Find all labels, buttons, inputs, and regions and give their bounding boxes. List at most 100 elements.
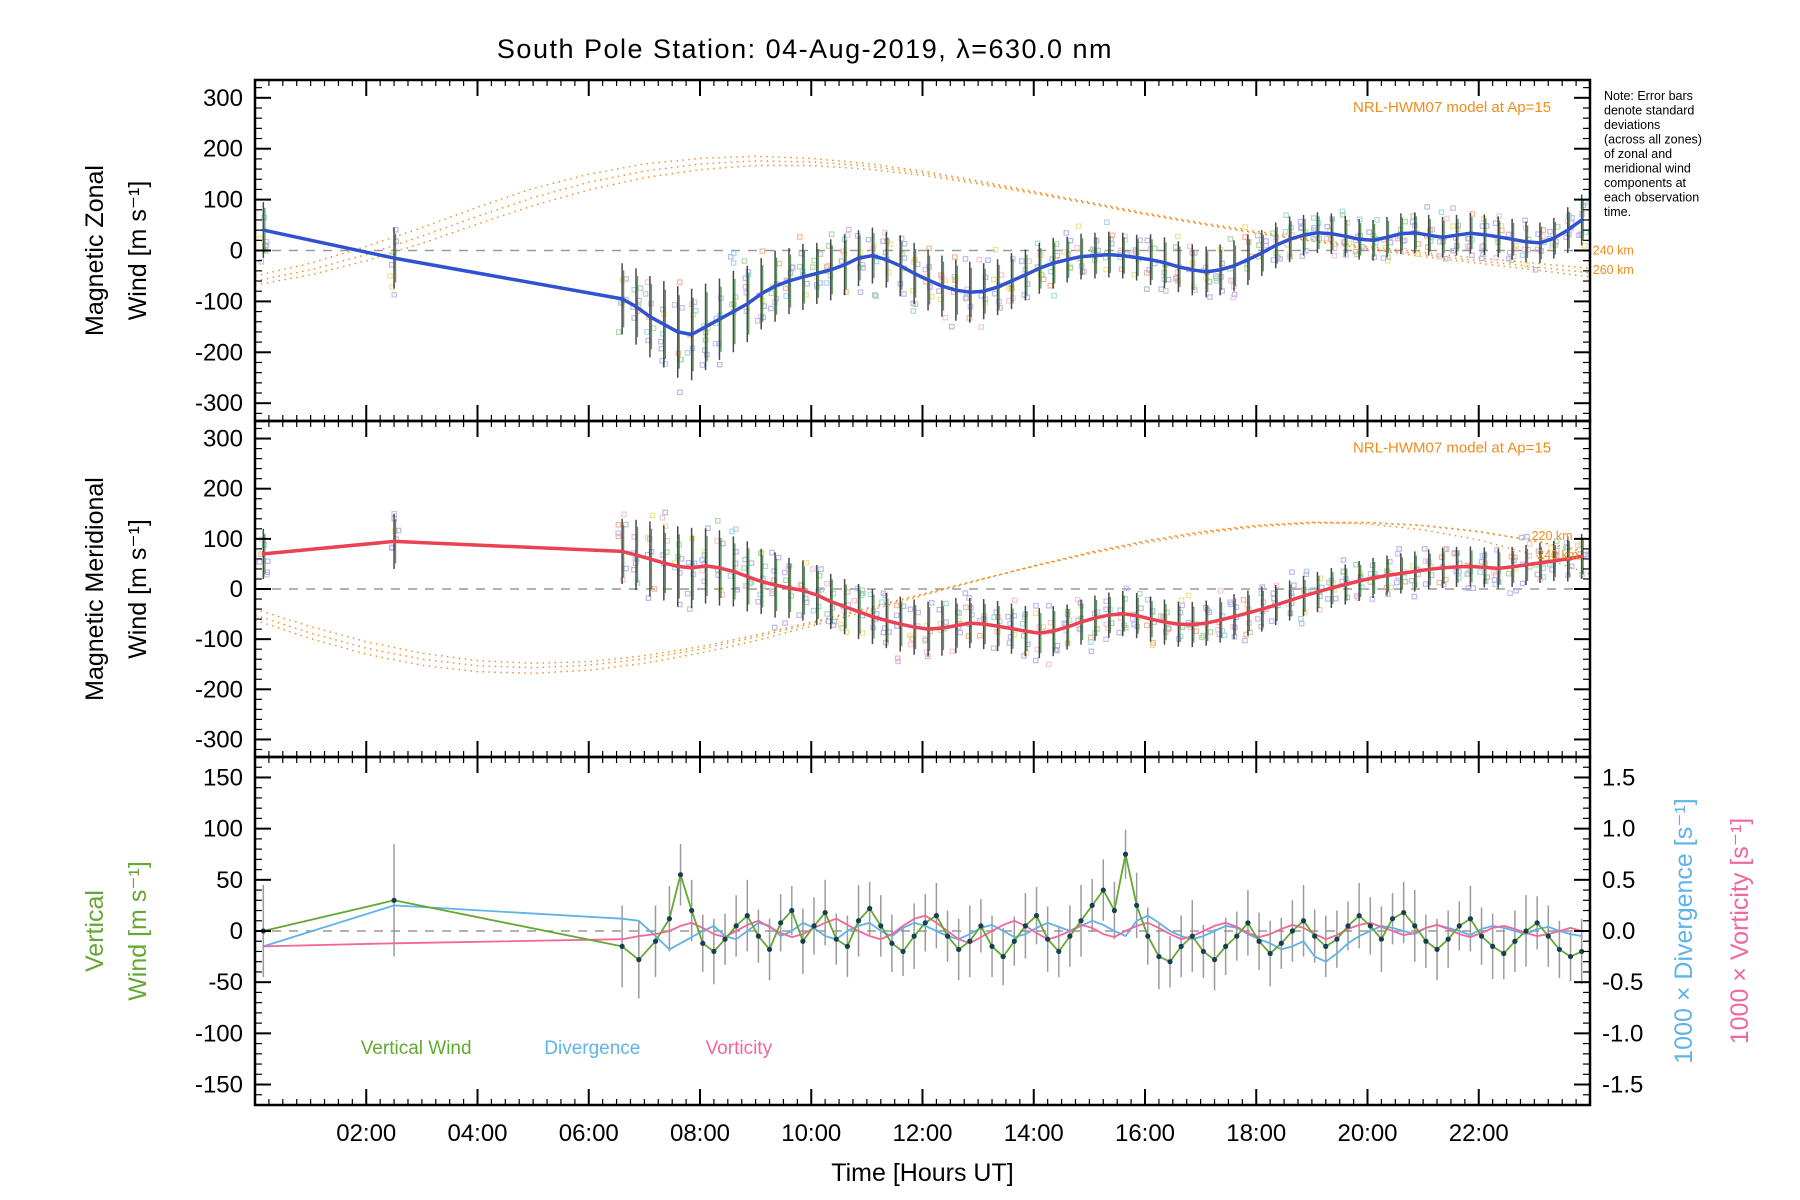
vertical-wind-marker (744, 913, 750, 919)
vertical-wind-marker (1512, 938, 1518, 944)
vertical-wind-marker (619, 943, 625, 949)
vertical-wind-marker (1579, 948, 1585, 955)
y-tick-label: -300 (195, 726, 243, 753)
x-tick-label: 10:00 (781, 1120, 841, 1147)
y-tick-label: 300 (203, 426, 243, 453)
y-tick-label: 50 (216, 867, 243, 894)
y-tick-label: 200 (203, 476, 243, 503)
note-text: (across all zones) (1604, 133, 1702, 147)
vertical-wind-marker (666, 916, 673, 922)
vertical-wind-marker (1122, 851, 1129, 857)
model-curve-240-km (255, 521, 1590, 669)
vertical-wind-marker (391, 897, 397, 903)
y-tick-label: 300 (203, 85, 243, 112)
vertical-wind-marker (766, 946, 773, 953)
vertical-wind-marker (811, 923, 817, 929)
vertical-wind-marker (1556, 946, 1563, 953)
vertical-wind-marker (989, 943, 995, 949)
vertical-wind-marker (1167, 959, 1173, 965)
vertical-wind-marker (1401, 909, 1407, 916)
right-tick-label: -1.5 (1602, 1072, 1643, 1099)
model-annotation: 220 km (1532, 529, 1573, 543)
vertical-wind-marker (1545, 933, 1551, 939)
right-tick-label: -1.0 (1602, 1020, 1643, 1047)
y-tick-label: -150 (195, 1072, 243, 1099)
vertical-wind-marker (1033, 913, 1040, 919)
y-tick-label: 150 (203, 764, 243, 791)
x-tick-label: 08:00 (670, 1120, 730, 1147)
zonal-wind-line (261, 218, 1584, 337)
vertical-wind-marker (1022, 923, 1029, 929)
vertical-wind-marker (1300, 918, 1307, 924)
x-tick-label: 02:00 (336, 1120, 396, 1147)
y-tick-label: 100 (203, 816, 243, 843)
vertical-wind-marker (733, 923, 739, 929)
zonal-wind-error-bars (262, 194, 1584, 381)
note-text: deviations (1604, 118, 1660, 132)
y-tick-label: 100 (203, 187, 243, 214)
legend-vertical-wind: Vertical Wind (361, 1038, 472, 1059)
vertical-wind-marker (700, 940, 706, 946)
vertical-wind-marker (1178, 943, 1184, 949)
model-curve-260-km (255, 164, 1590, 286)
panel-magnetic-meridional-wind: NRL-HWM07 model at Ap=15 220 km 240 km -300… (81, 419, 1592, 759)
vertical-wind-marker (689, 907, 695, 914)
vertical-wind-marker (878, 923, 884, 929)
y-tick-label: -100 (195, 1020, 243, 1047)
note-text: each observation (1604, 191, 1699, 205)
vertical-wind-marker (1378, 936, 1385, 942)
right-tick-label: 1.5 (1602, 764, 1635, 791)
meridional-wind-line (261, 539, 1584, 635)
y-tick-label: -50 (208, 969, 243, 996)
note-text: components at (1604, 176, 1687, 190)
y-tick-label: -200 (195, 339, 243, 366)
panel-frame (253, 755, 1592, 1107)
vertical-wind-marker (800, 938, 806, 944)
vertical-wind-marker (1289, 928, 1296, 934)
vertical-wind-marker (956, 946, 962, 953)
y-axis-title: Wind [m s⁻¹] (124, 519, 152, 659)
model-annotation: NRL-HWM07 model at Ap=15 (1353, 440, 1551, 457)
note-text: meridional wind (1604, 162, 1691, 176)
panel-magnetic-zonal-wind: NRL-HWM07 model at Ap=15 240 km 260 km -300… (81, 78, 1634, 423)
vertical-wind-marker (1389, 916, 1396, 922)
vertical-wind-marker (978, 923, 984, 929)
vertical-wind-line (262, 853, 1583, 963)
vertical-wind-marker (1134, 902, 1140, 909)
vertical-wind-marker (1145, 933, 1151, 939)
vertical-wind-marker (789, 907, 795, 914)
vertical-wind-marker (1334, 936, 1340, 942)
vertical-wind-marker (1056, 948, 1062, 955)
x-axis-title: Time [Hours UT] (831, 1159, 1013, 1187)
x-tick-label: 12:00 (892, 1120, 952, 1147)
model-curve-260-km (255, 521, 1590, 675)
model-curve-220-km (255, 522, 1590, 664)
vertical-wind-marker (822, 909, 828, 916)
vertical-wind-marker (1501, 950, 1507, 957)
y-tick-label: -100 (195, 626, 243, 653)
vertical-wind-marker (1200, 948, 1207, 955)
vertical-wind-marker (1078, 918, 1084, 924)
y-axis-title: Vertical (81, 890, 109, 972)
vertical-wind-marker (1011, 938, 1017, 944)
y-axis-title: Wind [m s⁻¹] (124, 861, 152, 1001)
panel-vertical-wind-divergence-vorticity: Vertical Wind Divergence Vorticity -150 -1.5… (81, 755, 1643, 1107)
vertical-wind-marker (1278, 940, 1284, 946)
y-tick-label: 0 (230, 576, 243, 603)
x-tick-label: 20:00 (1337, 1120, 1397, 1147)
y-tick-label: 0 (230, 238, 243, 265)
vertical-wind-marker (1478, 933, 1485, 939)
vertical-wind-marker (677, 872, 684, 878)
vertical-wind-marker (911, 933, 917, 939)
vertical-wind-marker (1523, 928, 1529, 934)
model-curve-240-km (255, 160, 1590, 282)
vertical-wind-marker (1245, 920, 1251, 926)
vertical-wind-marker (1089, 902, 1095, 909)
y-axis-title: Wind [m s⁻¹] (124, 181, 152, 321)
vertical-wind-marker (652, 938, 659, 944)
right-axis-title: 1000 × Divergence [s⁻¹] (1670, 798, 1698, 1063)
vertical-wind-marker (1312, 933, 1318, 939)
right-tick-label: -0.5 (1602, 969, 1643, 996)
right-axis-title: 1000 × Vorticity [s⁻¹] (1726, 818, 1754, 1045)
